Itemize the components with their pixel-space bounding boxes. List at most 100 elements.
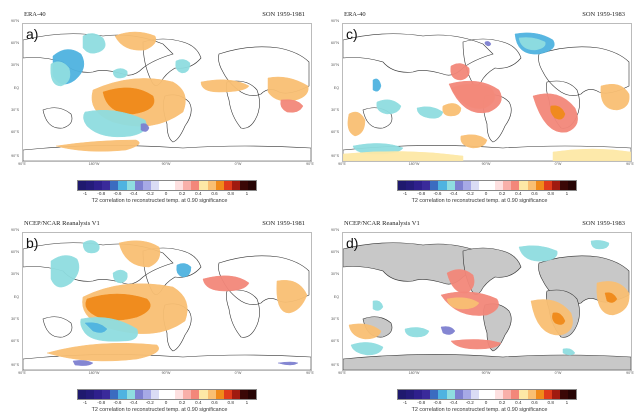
colorbar-tick-label: 0.6 <box>211 400 218 405</box>
colorbar-tick-label: 0.4 <box>515 191 522 196</box>
colorbar-swatch <box>519 181 528 190</box>
colorbar-swatch <box>86 181 95 190</box>
colorbar-tick-label: -0.4 <box>129 191 138 196</box>
panel-label: c) <box>346 26 358 42</box>
colorbar-swatch <box>199 390 208 399</box>
significance-region <box>448 80 502 114</box>
colorbar-swatch <box>126 181 135 190</box>
colorbar-tick-label: -0.6 <box>433 191 442 196</box>
colorbar-swatch <box>158 390 168 399</box>
panel-dataset-title: NCEP/NCAR Reanalysis V1 <box>24 220 100 227</box>
colorbar-tick-label: 0.2 <box>498 191 506 196</box>
panel-dataset-title: ERA-40 <box>344 11 366 18</box>
x-tick-label: 90°W <box>161 371 171 375</box>
colorbar-tick-label: 1 <box>245 400 249 405</box>
colorbar-swatch <box>487 181 496 190</box>
correlation-map: b) <box>22 232 312 371</box>
colorbar-tick-label: 0.4 <box>195 400 202 405</box>
map-panel: ERA-40 SON 1959-1983 90°N 60°N 30°N EQ 30°S 60°… <box>320 0 639 209</box>
significance-region <box>484 41 492 47</box>
colorbar-swatch <box>239 390 248 399</box>
significance-region <box>83 110 147 138</box>
colorbar-swatch <box>110 390 119 399</box>
significance-region <box>530 299 573 336</box>
colorbar-swatch <box>78 390 87 399</box>
colorbar-swatch <box>446 181 455 190</box>
y-tick-label: 60°N <box>10 250 19 254</box>
significance-region <box>550 105 566 120</box>
x-tick-label: 0°W <box>554 162 562 166</box>
colorbar-tick-label: -0.8 <box>97 191 106 196</box>
colorbar-swatch <box>134 181 143 190</box>
colorbar-tick-label: -0.8 <box>417 191 426 196</box>
panel-label: d) <box>346 235 359 251</box>
y-tick-label: 90°N <box>10 228 19 232</box>
colorbar-tick-label: 0 <box>484 400 488 405</box>
panel-period-title: SON 1959-1983 <box>582 220 625 227</box>
colorbar <box>77 180 257 191</box>
y-tick-label: 30°S <box>11 317 19 321</box>
colorbar-tick-label: -0.2 <box>465 400 474 405</box>
colorbar-swatch <box>559 181 568 190</box>
colorbar-swatch <box>519 390 528 399</box>
x-tick-label: 180°W <box>408 371 420 375</box>
colorbar-caption: T2 correlation to reconstructed temp. at… <box>91 198 228 204</box>
significance-region <box>562 348 576 356</box>
significance-region <box>176 263 192 278</box>
colorbar-swatch <box>398 181 407 190</box>
colorbar-swatch <box>167 181 176 190</box>
colorbar-tick-labels: -1 -0.8 -0.6 -0.4 -0.2 0 0.2 0.4 0.6 0.8 1 <box>77 191 255 197</box>
colorbar-swatch <box>231 390 240 399</box>
colorbar-swatch <box>495 390 504 399</box>
y-tick-label: EQ <box>333 86 339 90</box>
significance-region <box>518 37 546 51</box>
x-tick-label: 90°E <box>338 162 346 166</box>
significance-region <box>84 322 108 333</box>
colorbar-swatch <box>175 181 184 190</box>
colorbar-swatch <box>215 390 224 399</box>
colorbar-swatch <box>438 181 447 190</box>
colorbar-tick-label: 0.6 <box>531 400 538 405</box>
continent-outline <box>226 80 260 129</box>
x-tick-label: 180°W <box>408 162 420 166</box>
significance-region <box>347 111 366 137</box>
y-tick-label: 60°N <box>10 41 19 45</box>
colorbar-swatch <box>398 390 407 399</box>
map-plot <box>343 32 631 161</box>
colorbar-swatch <box>207 181 216 190</box>
panel-dataset-title: ERA-40 <box>24 11 46 18</box>
significance-region <box>72 360 94 366</box>
colorbar-swatch <box>503 390 512 399</box>
colorbar-swatch <box>102 390 111 399</box>
panel-dataset-title: NCEP/NCAR Reanalysis V1 <box>344 220 420 227</box>
y-tick-label: 30°S <box>331 317 339 321</box>
significance-region <box>200 79 250 93</box>
colorbar-swatch <box>478 181 488 190</box>
significance-region <box>350 342 384 356</box>
colorbar-swatch <box>414 181 423 190</box>
colorbar-tick-label: -1 <box>83 400 88 405</box>
colorbar-swatch <box>150 181 159 190</box>
colorbar-swatch <box>78 181 87 190</box>
colorbar-tick-label: -1 <box>83 191 88 196</box>
y-tick-label: EQ <box>13 295 19 299</box>
colorbar-tick-label: -0.6 <box>433 400 442 405</box>
colorbar-tick-label: -0.2 <box>145 191 154 196</box>
colorbar-swatch <box>454 390 463 399</box>
colorbar-caption: T2 correlation to reconstructed temp. at… <box>411 407 548 413</box>
significance-region <box>348 323 382 340</box>
colorbar-tick-label: 1 <box>565 191 569 196</box>
colorbar-swatch <box>183 390 192 399</box>
colorbar-swatch <box>94 181 103 190</box>
x-tick-label: 90°W <box>481 371 491 375</box>
colorbar-swatch <box>511 390 520 399</box>
colorbar-swatch <box>446 390 455 399</box>
panel-period-title: SON 1959-1981 <box>262 11 305 18</box>
map-panel: ERA-40 SON 1959-1981 90°N 60°N 30°N EQ 30°S 60°… <box>0 0 319 209</box>
colorbar-swatch <box>158 181 168 190</box>
colorbar-swatch <box>231 181 240 190</box>
significance-region <box>442 103 462 117</box>
continent-outline <box>483 303 512 352</box>
significance-region <box>600 84 630 111</box>
colorbar-tick-label: 0.6 <box>211 191 218 196</box>
